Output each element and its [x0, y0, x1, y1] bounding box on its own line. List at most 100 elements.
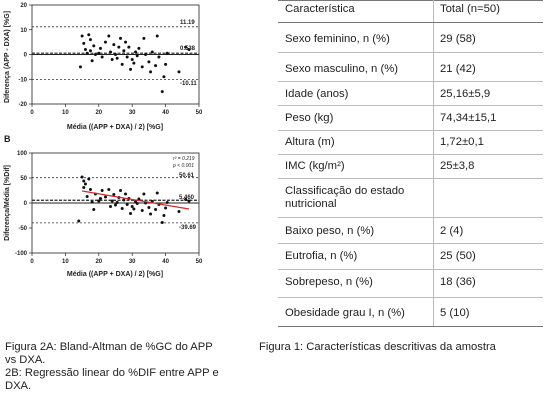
data-point — [88, 38, 92, 42]
data-point — [87, 33, 91, 37]
table-row-rule — [278, 217, 543, 218]
data-point — [119, 36, 123, 40]
figure-2-caption-line-2: vs DXA. — [5, 354, 46, 366]
x-tick-label: 20 — [95, 259, 102, 265]
table-row-label: Altura (m) — [285, 136, 335, 148]
data-point — [125, 203, 129, 206]
data-point — [154, 64, 158, 68]
table-row-rule — [278, 154, 543, 155]
data-point — [149, 212, 153, 216]
data-point — [88, 188, 92, 191]
data-point — [187, 199, 191, 203]
data-point — [149, 70, 153, 74]
table-row-rule — [278, 52, 543, 53]
data-point — [85, 51, 89, 55]
figure-2-caption-line-3: 2B: Regressão linear do %DIF entre APP e — [5, 367, 219, 379]
data-point — [97, 51, 101, 55]
data-point — [150, 50, 154, 54]
data-point — [140, 209, 144, 212]
x-tick-label: 50 — [196, 110, 203, 116]
data-point — [114, 203, 117, 207]
x-tick-label: 10 — [62, 259, 69, 265]
data-point — [154, 208, 158, 211]
panel-b-mean-label: 5.460 — [179, 195, 195, 201]
panel-a-ylabel: Diferença (APP - DXA) [%G] — [4, 11, 11, 103]
x-tick-label: 0 — [30, 259, 34, 265]
data-point — [120, 207, 124, 210]
table-row-label: Peso (kg) — [285, 112, 334, 124]
data-point — [92, 208, 96, 211]
data-point — [134, 200, 138, 203]
table-row-rule — [278, 178, 543, 179]
table-row-value: 5 (10) — [440, 307, 470, 319]
data-point — [142, 192, 146, 196]
x-tick-label: 40 — [162, 110, 169, 116]
data-point — [127, 45, 131, 49]
data-point — [100, 189, 104, 192]
data-point — [155, 191, 159, 195]
y-tick-label: -10 — [18, 77, 27, 83]
table-column-divider — [433, 0, 434, 326]
data-point — [160, 90, 164, 94]
panel-b-r2-annotation: r² = 0.219 — [173, 156, 195, 162]
data-point — [165, 201, 169, 204]
table-section-label-line-1: Classificação do estado — [285, 185, 405, 197]
data-point — [82, 179, 86, 183]
table-row-label: Eutrofia, n (%) — [285, 250, 358, 262]
data-point — [93, 53, 97, 56]
y-tick-label: 0 — [24, 201, 28, 207]
data-point — [177, 210, 181, 213]
data-point — [134, 50, 138, 54]
panel-a: Diferença (APP - DXA) [%G] 20 10 0 -10 -20 0… — [4, 3, 203, 131]
panel-a-xticks: 0 10 20 30 40 50 — [30, 104, 203, 116]
data-point — [110, 199, 114, 203]
table-row-value: 1,72±0,1 — [440, 136, 484, 148]
table-row-rule — [278, 243, 543, 244]
data-point — [103, 40, 107, 44]
data-point — [164, 206, 168, 210]
y-tick-label: 50 — [20, 176, 27, 182]
data-point — [97, 199, 101, 203]
panel-a-lower-loa-label: -10.11 — [180, 81, 197, 87]
panel-b-ylabel: Diferença/Média [%Dif] — [4, 165, 11, 241]
data-point — [115, 201, 119, 204]
data-point — [147, 206, 151, 209]
panel-a-upper-loa-label: 11.19 — [180, 20, 195, 26]
data-point — [122, 198, 126, 202]
panel-a-yticks: 20 10 0 -10 -20 — [18, 3, 32, 108]
table-top-rule — [278, 0, 543, 1]
panel-b-lower-loa-label: -39.69 — [179, 225, 197, 231]
table-row-label: IMC (kg/m²) — [285, 160, 345, 172]
data-point — [103, 195, 107, 199]
data-point — [177, 70, 181, 74]
y-tick-label: -100 — [15, 251, 28, 257]
data-point — [165, 51, 169, 55]
data-point — [115, 56, 119, 60]
panel-a-points — [78, 33, 191, 94]
data-point — [132, 207, 136, 211]
data-point — [114, 53, 117, 56]
x-tick-label: 0 — [30, 110, 34, 116]
table-row-value: 25,16±5,9 — [440, 88, 491, 100]
panel-b-letter: B — [4, 134, 11, 144]
table-row-value: 29 (58) — [440, 33, 476, 45]
figure-2-caption: Figura 2A: Bland-Altman de %GC do APP vs… — [5, 341, 265, 393]
figure-2-caption-line-4: DXA. — [5, 380, 32, 392]
figure-1-caption: Figura 1: Características descritivas da… — [259, 341, 496, 353]
table-header-total: Total (n=50) — [440, 3, 500, 15]
panel-b-regression-line — [82, 190, 190, 210]
table-row-value: 21 (42) — [440, 63, 476, 75]
data-point — [92, 44, 96, 48]
table-row-rule — [278, 130, 543, 131]
data-point — [184, 198, 188, 201]
table-row-value: 25±3,8 — [440, 160, 475, 172]
x-tick-label: 50 — [196, 259, 203, 265]
x-tick-label: 20 — [95, 110, 102, 116]
data-point — [137, 197, 141, 201]
x-tick-label: 30 — [129, 110, 136, 116]
panel-b-xticks: 0 10 20 30 40 50 — [30, 253, 203, 265]
table-header-rule — [278, 22, 543, 23]
panel-a-xlabel: Média ((APP + DXA) / 2) [%G] — [67, 124, 163, 131]
table-row-value: 2 (4) — [440, 225, 464, 237]
table-bottom-rule — [278, 326, 543, 327]
